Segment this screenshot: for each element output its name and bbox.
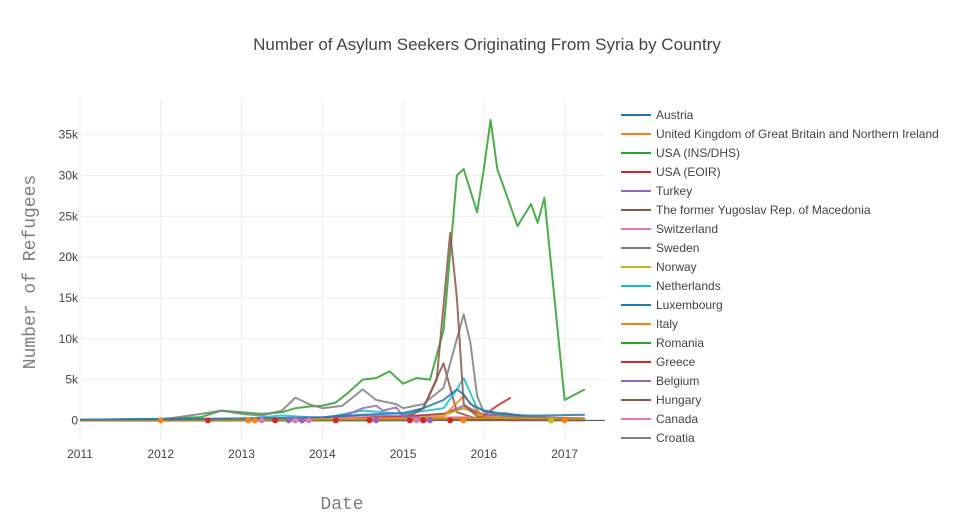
legend-label: Austria bbox=[656, 108, 694, 122]
legend-item[interactable]: Croatia bbox=[621, 431, 695, 445]
legend-item[interactable]: Canada bbox=[621, 412, 698, 426]
series-line-romania bbox=[79, 119, 586, 421]
legend-label: USA (EOIR) bbox=[656, 165, 721, 179]
legend-item[interactable]: Netherlands bbox=[621, 279, 721, 293]
data-point-marker bbox=[447, 417, 454, 424]
tick-labels: 2011 2012 2013 2014 2015 2016 2017 0 5k 10k 15k 20k… bbox=[59, 128, 579, 461]
y-tick-label: 5k bbox=[65, 373, 79, 387]
legend-item[interactable]: The former Yugoslav Rep. of Macedonia bbox=[621, 203, 871, 217]
legend-item[interactable]: Norway bbox=[621, 260, 697, 274]
data-point-marker bbox=[292, 417, 299, 424]
series-line-austria bbox=[79, 388, 585, 421]
legend-label: Hungary bbox=[656, 393, 701, 407]
x-tick-label: 2014 bbox=[309, 447, 336, 461]
legend-item[interactable]: USA (INS/DHS) bbox=[621, 146, 740, 160]
legend-label: Netherlands bbox=[656, 279, 721, 293]
data-point-marker bbox=[204, 417, 211, 424]
chart-title: Number of Asylum Seekers Originating Fro… bbox=[253, 35, 721, 54]
data-point-marker bbox=[561, 417, 568, 424]
series-line-hungary bbox=[79, 362, 585, 422]
x-tick-label: 2013 bbox=[228, 447, 255, 461]
legend-label: United Kingdom of Great Britain and Nort… bbox=[656, 127, 939, 141]
data-point-marker bbox=[420, 417, 427, 424]
legend-label: Italy bbox=[656, 317, 678, 331]
data-point-marker bbox=[305, 417, 312, 424]
data-point-marker bbox=[406, 417, 413, 424]
data-point-marker bbox=[366, 417, 373, 424]
legend-item[interactable]: Italy bbox=[621, 317, 678, 331]
x-tick-label: 2012 bbox=[147, 447, 174, 461]
y-tick-label: 25k bbox=[59, 209, 79, 223]
data-point-marker bbox=[548, 417, 555, 424]
legend-item[interactable]: Romania bbox=[621, 336, 704, 350]
legend-label: Belgium bbox=[656, 374, 699, 388]
data-point-marker bbox=[258, 417, 265, 424]
legend-item[interactable]: Belgium bbox=[621, 374, 699, 388]
data-point-marker bbox=[373, 417, 380, 424]
x-tick-label: 2017 bbox=[551, 447, 578, 461]
legend-label: Croatia bbox=[656, 431, 695, 445]
y-tick-label: 30k bbox=[59, 169, 79, 183]
legend-label: Canada bbox=[656, 412, 698, 426]
gridlines bbox=[79, 98, 605, 440]
y-tick-label: 15k bbox=[59, 291, 79, 305]
series-markers bbox=[157, 417, 568, 424]
legend-label: Romania bbox=[656, 336, 704, 350]
y-axis-title: Number of Refugees bbox=[21, 175, 41, 369]
data-point-marker bbox=[157, 417, 164, 424]
legend[interactable]: Austria United Kingdom of Great Britain a… bbox=[621, 108, 939, 445]
legend-item[interactable]: Austria bbox=[621, 108, 694, 122]
data-point-marker bbox=[413, 417, 420, 424]
legend-item[interactable]: Sweden bbox=[621, 241, 699, 255]
legend-item[interactable]: Hungary bbox=[621, 393, 701, 407]
y-tick-label: 0 bbox=[71, 413, 78, 427]
legend-label: Turkey bbox=[656, 184, 692, 198]
legend-item[interactable]: Switzerland bbox=[621, 222, 718, 236]
legend-label: Sweden bbox=[656, 241, 699, 255]
data-point-marker bbox=[427, 417, 433, 424]
x-axis-title: Date bbox=[320, 495, 363, 515]
data-point-marker bbox=[332, 417, 339, 424]
x-tick-label: 2015 bbox=[390, 447, 417, 461]
data-point-marker bbox=[285, 417, 292, 424]
data-point-marker bbox=[299, 417, 306, 424]
y-tick-label: 10k bbox=[59, 332, 79, 346]
y-tick-label: 20k bbox=[59, 250, 79, 264]
legend-item[interactable]: United Kingdom of Great Britain and Nort… bbox=[621, 127, 939, 141]
legend-item[interactable]: Turkey bbox=[621, 184, 692, 198]
data-point-marker bbox=[245, 417, 252, 424]
data-point-marker bbox=[272, 417, 279, 424]
series-lines bbox=[79, 119, 586, 422]
legend-label: Norway bbox=[656, 260, 697, 274]
x-tick-label: 2011 bbox=[67, 447, 93, 461]
legend-item[interactable]: Luxembourg bbox=[621, 298, 723, 312]
legend-label: Switzerland bbox=[656, 222, 718, 236]
legend-label: Luxembourg bbox=[656, 298, 723, 312]
legend-item[interactable]: Greece bbox=[621, 355, 696, 369]
legend-label: Greece bbox=[656, 355, 696, 369]
legend-item[interactable]: USA (EOIR) bbox=[621, 165, 721, 179]
data-point-marker bbox=[460, 417, 467, 424]
y-tick-label: 35k bbox=[59, 128, 79, 142]
legend-label: The former Yugoslav Rep. of Macedonia bbox=[656, 203, 871, 217]
data-point-marker bbox=[252, 417, 258, 424]
legend-label: USA (INS/DHS) bbox=[656, 146, 740, 160]
x-tick-label: 2016 bbox=[470, 447, 497, 461]
